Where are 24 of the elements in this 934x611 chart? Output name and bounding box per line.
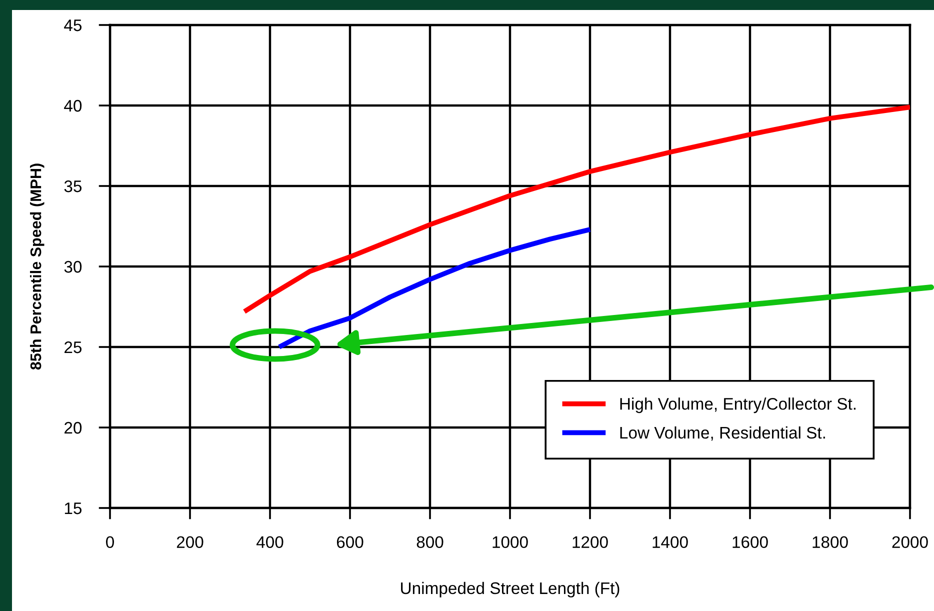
x-tick-label: 400 — [256, 536, 284, 548]
line-series — [276, 227, 592, 350]
x-tick-label: 1200 — [572, 536, 608, 548]
x-tick-label: 800 — [416, 536, 444, 548]
y-tick-label: 25 — [64, 341, 82, 354]
x-tick-label: 1400 — [652, 536, 688, 548]
legend-label: High Volume, Entry/Collector St. — [620, 398, 856, 414]
y-tick-label: 45 — [64, 20, 82, 32]
y-tick-label: 30 — [64, 260, 82, 273]
y-tick-label: 35 — [64, 180, 82, 192]
x-tick-label: 2000 — [892, 536, 928, 548]
legend-label: Low Volume, Residential St. — [620, 426, 825, 441]
x-tick-label: 600 — [336, 536, 364, 548]
y-tick-label: 40 — [64, 100, 82, 112]
y-axis-title: 85th Percentile Speed (MPH) — [30, 164, 44, 370]
x-tick-label: 1000 — [492, 536, 528, 548]
x-axis-title: Unimpeded Street Length (Ft) — [401, 582, 620, 598]
x-tick-label: 200 — [176, 536, 204, 548]
x-tick-label: 1600 — [732, 536, 768, 548]
x-tick-label: 1800 — [812, 536, 848, 548]
y-tick-label: 15 — [64, 502, 82, 514]
y-tick-label: 20 — [64, 422, 82, 434]
line-series — [242, 104, 910, 314]
x-tick-label: 0 — [106, 536, 114, 548]
